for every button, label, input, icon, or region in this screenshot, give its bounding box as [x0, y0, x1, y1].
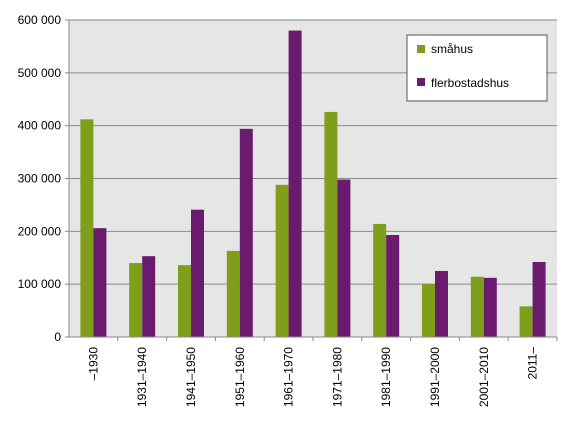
bar-flerbostadshus	[93, 228, 107, 337]
x-tick-label: 1951–1960	[233, 347, 247, 407]
x-tick-label: 1961–1970	[282, 347, 296, 407]
y-tick-label: 400 000	[18, 119, 62, 133]
bar-smahus	[470, 276, 484, 337]
y-tick-label: 500 000	[18, 66, 62, 80]
legend-swatch-smahus	[417, 45, 425, 53]
bar-flerbostadshus	[483, 277, 497, 337]
bar-smahus	[275, 184, 289, 337]
legend-swatch-flerbostadshus	[417, 78, 425, 86]
bar-flerbostadshus	[191, 209, 204, 337]
legend: småhus flerbostadshus	[406, 34, 548, 102]
bar-flerbostadshus	[288, 30, 302, 338]
bar-flerbostadshus	[532, 261, 546, 337]
x-tick-label: 1941–1950	[184, 347, 198, 407]
y-axis-ticks: 0 100 000 200 000 300 000 400 000 500 000 600 …	[18, 13, 69, 344]
bar-flerbostadshus	[337, 179, 351, 337]
bar-flerbostadshus	[239, 128, 253, 337]
bar-smahus	[129, 263, 143, 337]
x-tick-label: 1931–1940	[135, 347, 149, 407]
bars	[80, 30, 546, 338]
bar-smahus	[422, 284, 435, 337]
bar-smahus	[373, 223, 387, 337]
legend-label-flerbostadshus: flerbostadshus	[431, 76, 509, 90]
x-tick-label: 2001–2010	[477, 347, 491, 407]
y-tick-label: 300 000	[18, 172, 62, 186]
x-tick-label: –1930	[86, 347, 100, 381]
y-tick-label: 100 000	[18, 277, 62, 291]
bar-smahus	[324, 111, 338, 338]
bar-smahus	[80, 119, 94, 338]
bar-smahus	[226, 250, 240, 337]
bar-smahus	[519, 306, 533, 337]
x-axis-ticks: –1930 1931–1940 1941–1950 1951–1960 1961–197…	[86, 337, 558, 407]
x-tick-label: 1991–2000	[428, 347, 442, 407]
bar-smahus	[178, 265, 191, 337]
legend-box	[406, 34, 548, 102]
x-tick-label: 2011–	[526, 347, 540, 380]
bar-flerbostadshus	[435, 270, 448, 337]
y-tick-label: 200 000	[18, 224, 62, 238]
bar-flerbostadshus	[142, 256, 156, 337]
bar-flerbostadshus	[386, 235, 400, 337]
y-tick-label: 600 000	[18, 13, 62, 27]
x-tick-label: 1971–1980	[330, 347, 344, 407]
legend-label-smahus: småhus	[431, 42, 473, 56]
x-tick-label: 1981–1990	[379, 347, 393, 407]
y-tick-label: 0	[54, 330, 61, 344]
